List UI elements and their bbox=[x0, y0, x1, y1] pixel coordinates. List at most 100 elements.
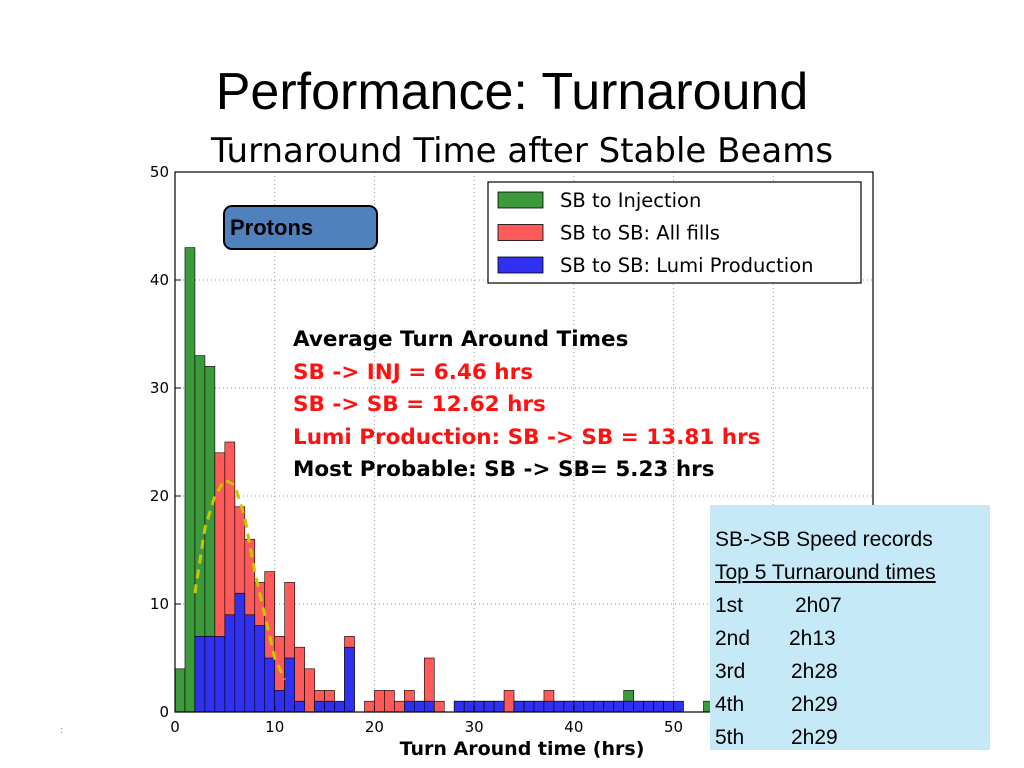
bar-series-2 bbox=[573, 700, 585, 713]
bar-series-2 bbox=[483, 700, 495, 713]
bar-series-2 bbox=[294, 700, 305, 713]
records-subtitle: Top 5 Turnaround times bbox=[715, 561, 936, 584]
record-time: 2h29 bbox=[791, 726, 838, 749]
records-title: SB->SB Speed records bbox=[715, 528, 933, 551]
fit-curve bbox=[193, 477, 287, 681]
bar-series-2 bbox=[214, 636, 226, 713]
fit-curve-line bbox=[193, 477, 287, 681]
slide-title: Performance: Turnaround bbox=[215, 63, 809, 121]
bar-series-2 bbox=[583, 700, 595, 713]
bar-series-2 bbox=[284, 657, 295, 713]
bar-series-2 bbox=[244, 614, 256, 713]
bar-series-2 bbox=[653, 700, 664, 713]
y-tick-label: 50 bbox=[150, 163, 169, 181]
bar-series-0 bbox=[174, 668, 186, 713]
bar-series-2 bbox=[423, 700, 435, 713]
average-times-annotation: Average Turn Around Times SB -> INJ = 6.… bbox=[293, 324, 760, 487]
records-row: 4th 2h29 bbox=[715, 688, 990, 721]
record-time: 2h13 bbox=[789, 627, 836, 650]
y-tick-label: 30 bbox=[150, 379, 169, 397]
legend-entry: SB to SB: All fills bbox=[560, 222, 720, 245]
bar-series-2 bbox=[603, 700, 615, 713]
avg-sb-sb: SB -> SB = 12.62 hrs bbox=[293, 392, 546, 417]
bar-series-2 bbox=[463, 700, 475, 713]
bar-series-2 bbox=[673, 700, 684, 713]
bar-series-1 bbox=[374, 690, 385, 713]
legend-entry: SB to Injection bbox=[560, 189, 701, 212]
record-rank: 5th bbox=[715, 726, 745, 749]
y-tick-label: 0 bbox=[159, 703, 169, 721]
x-ticks: 0 10 20 30 40 50 bbox=[170, 706, 683, 736]
record-time: 2h07 bbox=[795, 594, 842, 617]
bar-series-2 bbox=[553, 700, 565, 713]
bar-series-2 bbox=[264, 657, 276, 713]
bar-series-2 bbox=[414, 700, 425, 713]
bar-series-2 bbox=[204, 636, 216, 713]
bar-series-2 bbox=[224, 614, 236, 713]
bar-series-2 bbox=[314, 700, 325, 713]
bar-series-2 bbox=[473, 700, 485, 713]
legend-swatch bbox=[497, 224, 544, 241]
records-row: 5th 2h29 bbox=[715, 721, 990, 754]
chart-bars bbox=[174, 247, 714, 713]
y-ticks: 0 10 20 30 40 50 bbox=[150, 163, 181, 721]
speed-records-box: SB->SB Speed records Top 5 Turnaround ti… bbox=[710, 505, 990, 750]
bar-series-2 bbox=[274, 690, 285, 713]
x-axis-label: Turn Around time (hrs) bbox=[400, 738, 645, 760]
x-tick-label: 10 bbox=[265, 718, 284, 736]
page-mark: : bbox=[60, 725, 64, 736]
bar-series-1 bbox=[503, 690, 515, 713]
bar-series-2 bbox=[234, 592, 246, 713]
records-row: 2nd 2h13 bbox=[715, 622, 990, 655]
record-rank: 4th bbox=[715, 693, 745, 716]
record-rank: 1st bbox=[715, 594, 744, 617]
records-row: 3rd 2h28 bbox=[715, 655, 990, 688]
legend-entry: SB to SB: Lumi Production bbox=[560, 254, 814, 277]
bar-series-2 bbox=[623, 700, 634, 713]
bar-series-2 bbox=[254, 625, 266, 713]
bar-series-2 bbox=[643, 700, 654, 713]
avg-lumi: Lumi Production: SB -> SB = 13.81 hrs bbox=[293, 424, 761, 450]
protons-label: Protons bbox=[223, 205, 378, 250]
bar-series-2 bbox=[563, 700, 575, 713]
bar-series-1 bbox=[384, 690, 395, 713]
x-tick-label: 0 bbox=[170, 718, 180, 736]
bar-series-1 bbox=[394, 700, 405, 713]
bar-series-2 bbox=[404, 700, 415, 713]
record-time: 2h29 bbox=[791, 693, 838, 716]
records-row: 1st 2h07 bbox=[715, 589, 990, 622]
bar-series-2 bbox=[633, 700, 644, 713]
bar-series-2 bbox=[513, 700, 525, 713]
bar-series-2 bbox=[663, 700, 674, 713]
x-tick-label: 50 bbox=[664, 718, 683, 736]
bar-series-2 bbox=[344, 646, 355, 713]
x-tick-label: 20 bbox=[365, 718, 384, 736]
record-rank: 2nd bbox=[715, 627, 751, 650]
legend-box bbox=[487, 181, 862, 284]
x-tick-label: 40 bbox=[564, 718, 583, 736]
bar-series-1 bbox=[364, 700, 375, 713]
bar-series-2 bbox=[493, 700, 505, 713]
avg-most-probable: Most Probable: SB -> SB= 5.23 hrs bbox=[293, 457, 715, 482]
record-time: 2h28 bbox=[791, 660, 838, 683]
bar-series-2 bbox=[334, 700, 345, 713]
y-tick-label: 10 bbox=[150, 595, 169, 613]
bar-series-0 bbox=[184, 247, 196, 713]
y-tick-label: 20 bbox=[150, 487, 169, 505]
bar-series-2 bbox=[523, 700, 535, 713]
legend-swatch bbox=[497, 256, 544, 274]
plot-frame bbox=[174, 171, 874, 713]
avg-heading: Average Turn Around Times bbox=[293, 327, 629, 352]
chart-title: Turnaround Time after Stable Beams bbox=[210, 131, 833, 171]
bar-series-2 bbox=[593, 700, 605, 713]
chart-legend: SB to Injection SB to SB: All fills SB to … bbox=[487, 181, 862, 284]
bar-series-2 bbox=[613, 700, 625, 713]
bar-series-2 bbox=[194, 636, 206, 713]
y-tick-label: 40 bbox=[150, 271, 169, 289]
record-rank: 3rd bbox=[715, 660, 746, 683]
bar-series-2 bbox=[453, 700, 465, 713]
bar-series-1 bbox=[304, 668, 315, 713]
x-tick-label: 30 bbox=[465, 718, 484, 736]
bar-series-2 bbox=[324, 700, 335, 713]
